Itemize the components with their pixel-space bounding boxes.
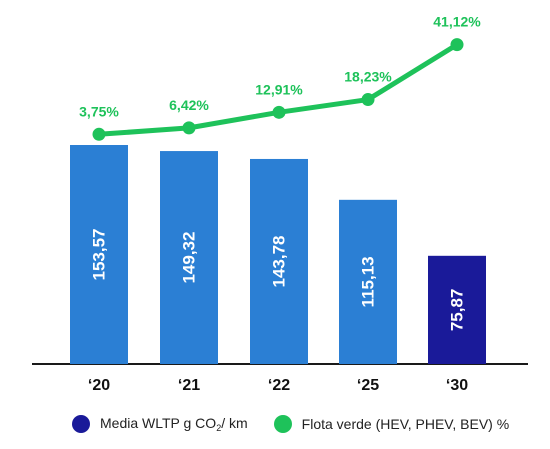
green-fleet-point-3 (361, 93, 375, 107)
green-fleet-label-1: 6,42% (169, 97, 209, 113)
bar-0 (70, 145, 128, 364)
legend-marker-wltp (72, 415, 90, 433)
green-fleet-label-2: 12,91% (255, 81, 303, 97)
bar-value-label-0: 153,57 (90, 229, 109, 281)
bar-value-label-3: 115,13 (359, 256, 378, 307)
green-fleet-label-3: 18,23% (344, 69, 392, 85)
legend-marker-green-fleet (273, 415, 292, 433)
legend-item-green-fleet: Flota verde (HEV, PHEV, BEV) % (273, 415, 510, 433)
bar-value-label-4: 75,87 (448, 289, 467, 332)
legend: Media WLTP g CO2/ km Flota verde (HEV, P… (72, 415, 535, 433)
x-tick-label-0: ‘20 (88, 377, 110, 394)
legend-item-wltp: Media WLTP g CO2/ km (72, 415, 248, 433)
bar-4 (428, 255, 486, 364)
green-fleet-point-1 (182, 121, 196, 135)
legend-label-green-fleet: Flota verde (HEV, PHEV, BEV) % (301, 416, 510, 432)
x-tick-label-4: ‘30 (446, 377, 468, 394)
green-fleet-point-0 (92, 127, 106, 141)
bar-2 (250, 158, 308, 364)
green-fleet-label-4: 41,12% (433, 14, 481, 30)
green-fleet-label-0: 3,75% (79, 103, 119, 119)
bar-value-label-1: 149,32 (180, 232, 199, 284)
green-fleet-point-4 (450, 38, 464, 52)
legend-label-wltp: Media WLTP g CO2/ km (100, 415, 248, 433)
x-tick-label-2: ‘22 (268, 377, 290, 394)
bar-value-label-2: 143,78 (270, 235, 289, 287)
x-tick-label-3: ‘25 (357, 377, 379, 394)
green-fleet-point-2 (272, 105, 286, 119)
bar-3 (339, 199, 397, 364)
x-tick-label-1: ‘21 (178, 377, 200, 394)
bar-1 (160, 151, 218, 364)
